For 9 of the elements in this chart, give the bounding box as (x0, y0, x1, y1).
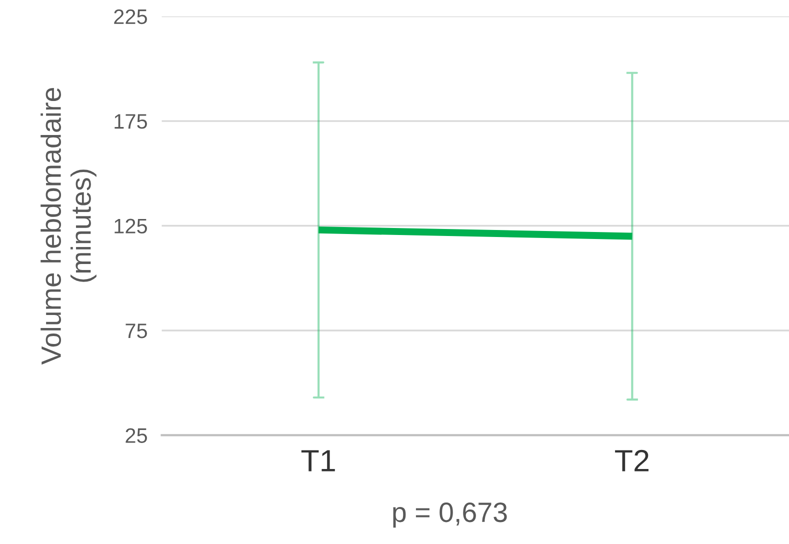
y-axis-title: Volume hebdomadaire (minutes) (40, 88, 96, 365)
y-tick-label: 75 (126, 324, 147, 338)
y-tick-label: 125 (114, 218, 147, 234)
y-tick-label: 25 (126, 428, 147, 443)
y-tick-label: 225 (114, 9, 147, 24)
x-tick-label: T1 (301, 450, 335, 472)
x-tick-label: T2 (615, 450, 648, 472)
text: p = 0,673 (393, 502, 507, 528)
y-tick-label: 175 (114, 114, 147, 129)
